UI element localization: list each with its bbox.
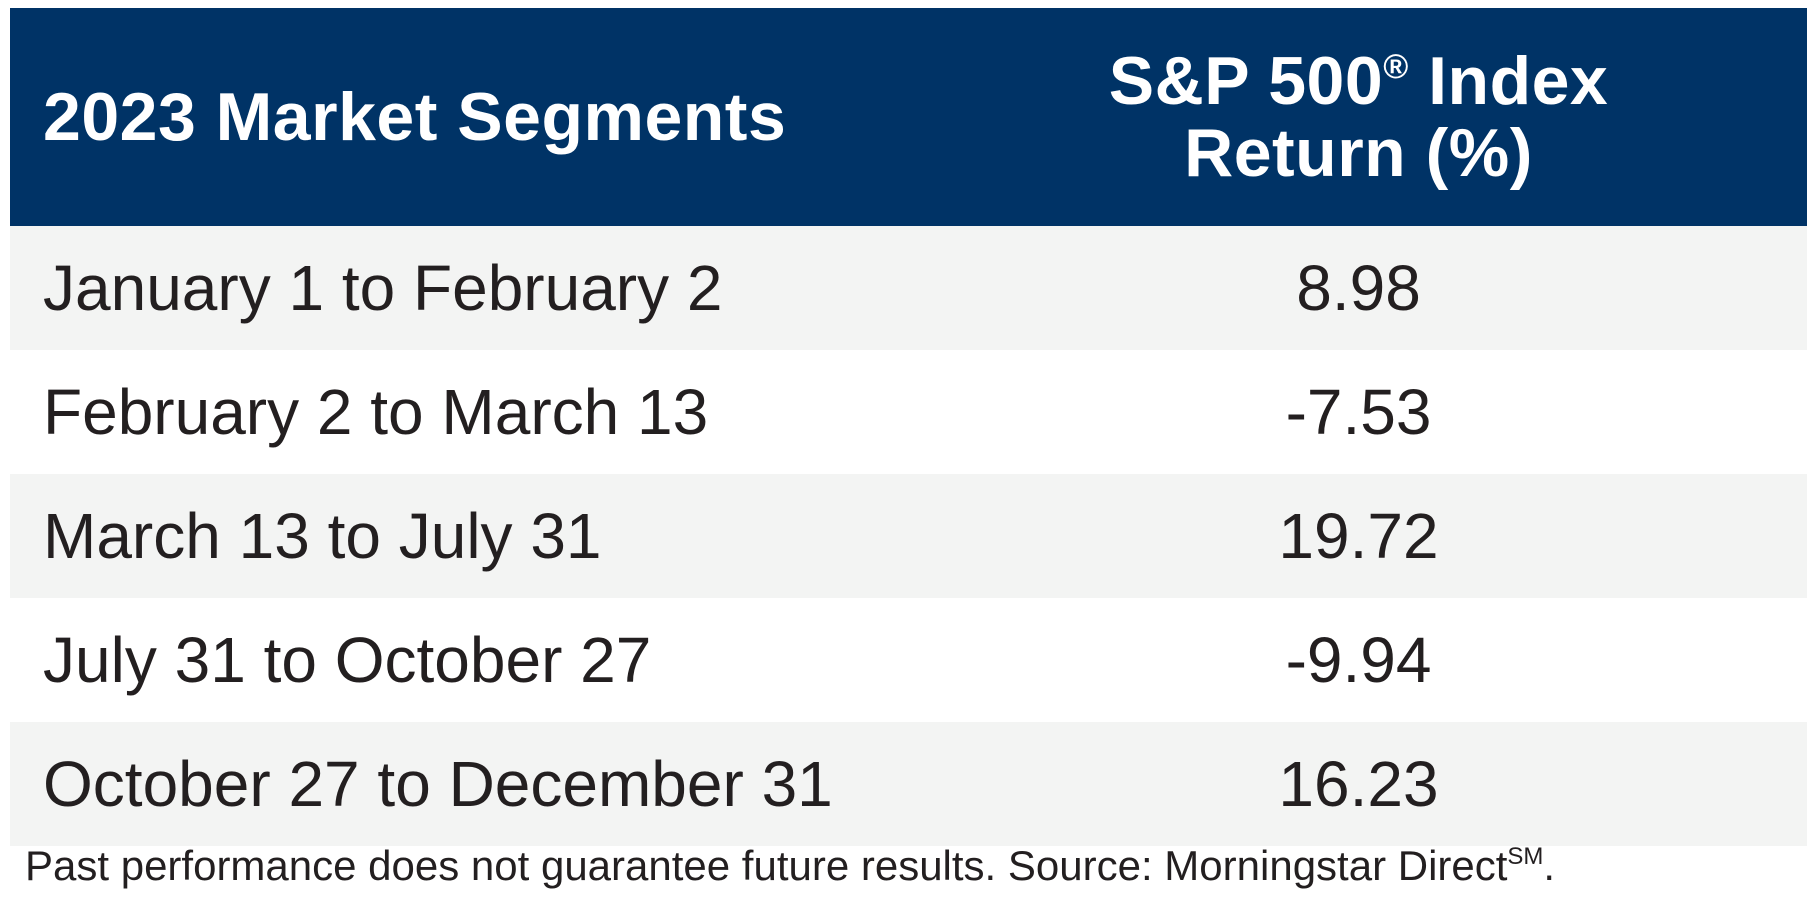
segment-cell: July 31 to October 27 [43, 624, 652, 696]
footnote: Past performance does not guarantee futu… [25, 842, 1555, 890]
table-row: January 1 to February 2 8.98 [10, 226, 1807, 350]
table-header: 2023 Market Segments S&P 500® Index Retu… [10, 8, 1807, 226]
table-row: October 27 to December 31 16.23 [10, 722, 1807, 846]
segment-cell: March 13 to July 31 [43, 500, 602, 572]
header-return-line2: Return (%) [1184, 115, 1533, 191]
return-cell: 16.23 [1278, 748, 1439, 820]
segment-cell: October 27 to December 31 [43, 748, 833, 820]
segment-cell: February 2 to March 13 [43, 376, 709, 448]
returns-table: 2023 Market Segments S&P 500® Index Retu… [10, 8, 1807, 846]
registered-mark: ® [1383, 48, 1409, 86]
table-row: March 13 to July 31 19.72 [10, 474, 1807, 598]
table-row: February 2 to March 13 -7.53 [10, 350, 1807, 474]
table-body: January 1 to February 2 8.98 February 2 to… [10, 226, 1807, 846]
footnote-text: Past performance does not guarantee futu… [25, 842, 1508, 889]
return-cell: 19.72 [1278, 500, 1439, 572]
return-cell: 8.98 [1296, 252, 1421, 324]
table-row: July 31 to October 27 -9.94 [10, 598, 1807, 722]
header-return-line1: S&P 500 [1108, 43, 1384, 119]
footnote-end: . [1543, 842, 1556, 889]
segment-cell: January 1 to February 2 [43, 252, 723, 324]
header-segments: 2023 Market Segments [43, 79, 787, 155]
header-return: S&P 500® Index Return (%) [1010, 45, 1807, 189]
return-cell: -9.94 [1285, 624, 1432, 696]
header-return-line1-end: Index [1408, 43, 1609, 119]
return-cell: -7.53 [1285, 376, 1432, 448]
footnote-superscript: SM [1507, 843, 1544, 870]
